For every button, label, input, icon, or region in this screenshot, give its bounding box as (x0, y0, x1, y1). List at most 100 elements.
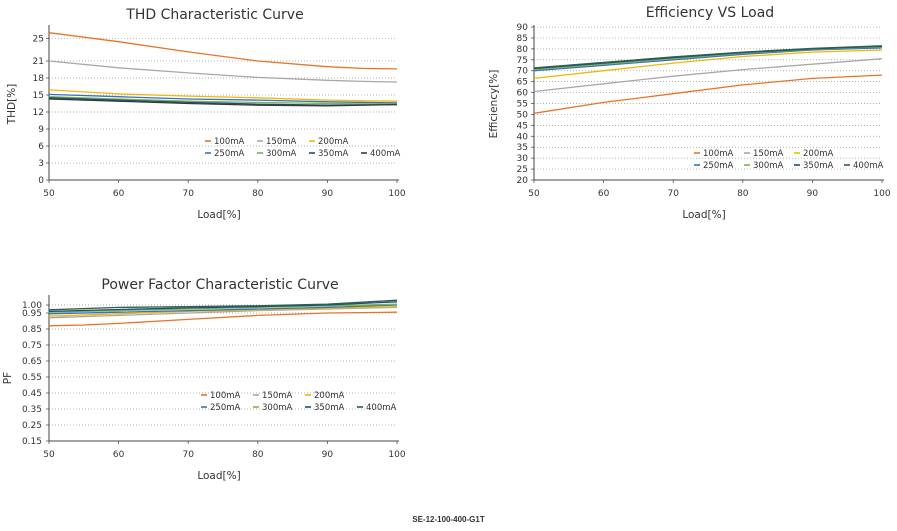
y-tick-label: 3 (38, 159, 44, 169)
x-tick-label: 60 (113, 189, 125, 199)
series-line-100mA (533, 74, 883, 114)
legend-label: 200mA (314, 391, 345, 401)
x-axis-label: Load[%] (197, 470, 240, 482)
series-line-300mA (48, 96, 398, 105)
y-tick-label: 90 (517, 23, 529, 33)
legend-label: 100mA (214, 137, 245, 147)
x-axis-label: Load[%] (682, 209, 725, 221)
x-tick-label: 50 (528, 189, 540, 199)
y-tick-label: 55 (517, 100, 528, 110)
x-tick-label: 80 (737, 189, 749, 199)
legend-label: 400mA (853, 161, 884, 171)
y-tick-label: 0.15 (22, 437, 42, 447)
legend-label: 300mA (266, 149, 297, 159)
y-tick-label: 70 (517, 67, 529, 77)
legend: 100mA 150mA 200mA 250mA 300mA 350mA 400mA (694, 149, 884, 171)
series-line-100mA (48, 32, 398, 70)
series-line-200mA (48, 89, 398, 102)
y-tick-label: 45 (517, 121, 528, 131)
x-tick-label: 80 (252, 189, 264, 199)
y-tick-label: 0 (38, 176, 44, 186)
chart-title: Power Factor Characteristic Curve (101, 277, 338, 293)
x-tick-label: 50 (43, 189, 55, 199)
series-line-250mA (533, 47, 883, 72)
series-line-150mA (533, 58, 883, 93)
y-tick-label: 30 (517, 154, 529, 164)
y-tick-label: 65 (517, 78, 528, 88)
series-line-250mA (48, 93, 398, 104)
series-line-200mA (48, 305, 398, 317)
legend-label: 150mA (753, 149, 784, 159)
chart-1: THD Characteristic Curve 0 3 6 9 12 15 18 21 25 50… (6, 7, 406, 221)
y-tick-label: 0.75 (22, 341, 42, 351)
legend-label: 400mA (366, 403, 397, 413)
y-tick-label: 80 (517, 45, 529, 55)
x-tick-label: 60 (113, 450, 125, 460)
y-tick-label: 50 (517, 110, 529, 120)
y-tick-label: 18 (33, 74, 45, 84)
legend-label: 250mA (214, 149, 245, 159)
chart-title: THD Characteristic Curve (125, 7, 303, 23)
y-tick-label: 85 (517, 34, 528, 44)
x-tick-label: 100 (388, 450, 405, 460)
y-tick-label: 60 (517, 89, 529, 99)
y-tick-label: 0.65 (22, 357, 42, 367)
legend-label: 300mA (753, 161, 784, 171)
y-tick-label: 12 (33, 108, 44, 118)
legend-label: 150mA (262, 391, 293, 401)
chart-title: Efficiency VS Load (646, 5, 774, 21)
y-tick-label: 40 (517, 132, 529, 142)
y-tick-label: 1.00 (22, 301, 42, 311)
y-tick-label: 0.35 (22, 405, 42, 415)
x-tick-label: 100 (388, 189, 405, 199)
legend-label: 250mA (703, 161, 734, 171)
y-tick-label: 9 (38, 125, 44, 135)
y-tick-label: 25 (517, 165, 528, 175)
legend-label: 350mA (803, 161, 834, 171)
legend-label: 400mA (370, 149, 401, 159)
series-line-400mA (48, 299, 398, 311)
legend-label: 100mA (703, 149, 734, 159)
series-line-150mA (48, 60, 398, 83)
x-tick-label: 50 (43, 450, 55, 460)
series-line-300mA (48, 303, 398, 313)
y-tick-label: 6 (38, 142, 44, 152)
y-axis-label: PF (2, 372, 14, 384)
series-line-150mA (48, 306, 398, 319)
y-tick-label: 75 (517, 56, 528, 66)
chart-2: Efficiency VS Load2025303540455055606570… (488, 5, 891, 221)
x-tick-label: 80 (252, 450, 264, 460)
series-line-300mA (533, 46, 883, 71)
y-tick-label: 35 (517, 143, 528, 153)
series-line-200mA (533, 49, 883, 80)
legend-label: 350mA (318, 149, 349, 159)
x-tick-label: 90 (322, 450, 334, 460)
y-tick-label: 25 (33, 34, 44, 44)
model-number: SE-12-100-400-G1T (412, 515, 485, 524)
y-axis-label: THD[%] (6, 84, 18, 126)
series-line-400mA (48, 98, 398, 107)
legend-label: 350mA (314, 403, 345, 413)
legend-label: 100mA (210, 391, 241, 401)
series-line-350mA (48, 301, 398, 313)
x-tick-label: 70 (182, 189, 194, 199)
legend: 100mA 150mA 200mA 250mA 300mA 350mA 400mA (205, 137, 401, 159)
series-line-400mA (533, 45, 883, 69)
y-tick-label: 0.45 (22, 389, 42, 399)
y-tick-label: 0.95 (22, 309, 42, 319)
y-tick-label: 20 (517, 176, 529, 186)
y-tick-label: 0.25 (22, 421, 42, 431)
series-line-100mA (48, 311, 398, 327)
y-tick-label: 0.85 (22, 325, 42, 335)
y-axis-label: Efficiency[%] (488, 70, 500, 139)
legend: 100mA 150mA 200mA 250mA 300mA 350mA 400mA (201, 391, 397, 413)
legend-label: 200mA (318, 137, 349, 147)
y-tick-label: 0.55 (22, 373, 42, 383)
x-axis-label: Load[%] (197, 209, 240, 221)
y-tick-label: 15 (33, 91, 44, 101)
x-tick-label: 60 (598, 189, 610, 199)
x-tick-label: 100 (873, 189, 890, 199)
legend-label: 250mA (210, 403, 241, 413)
series-line-250mA (48, 304, 398, 315)
